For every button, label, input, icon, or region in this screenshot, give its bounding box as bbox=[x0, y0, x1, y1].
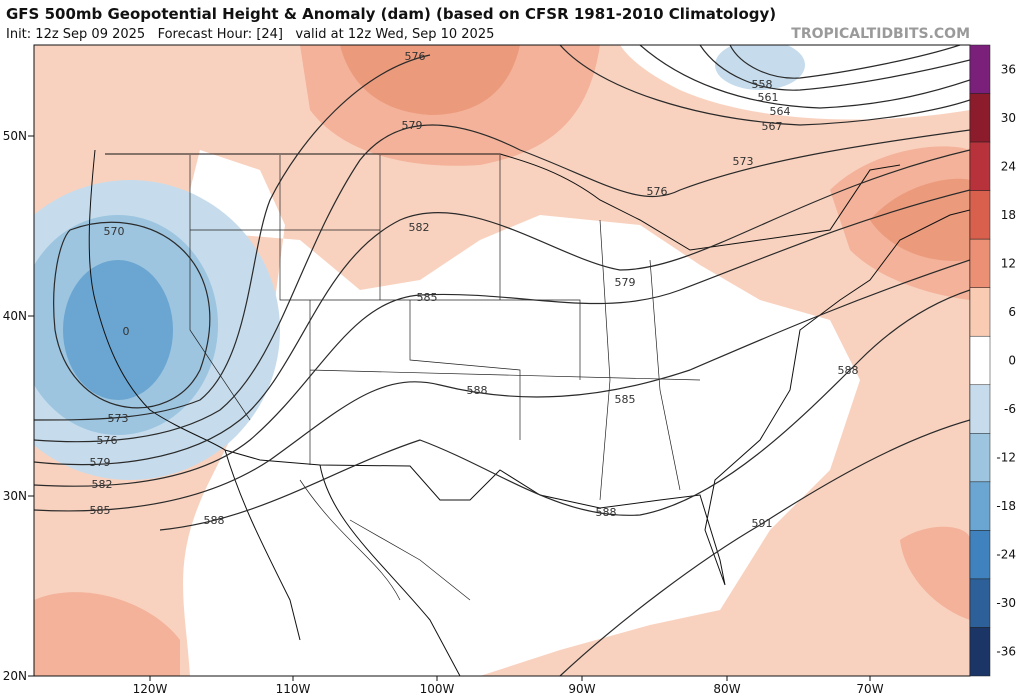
anomaly-area bbox=[870, 178, 970, 261]
colorbar-swatch bbox=[969, 530, 991, 580]
neutral-area bbox=[620, 45, 970, 120]
colorbar-swatch bbox=[969, 141, 991, 191]
contour bbox=[34, 54, 431, 421]
contour-label: 588 bbox=[204, 514, 225, 527]
subtitle: Init: 12z Sep 09 2025 Forecast Hour: [24… bbox=[6, 27, 494, 42]
coastline bbox=[88, 149, 970, 586]
colorbar-label: 0 bbox=[1008, 354, 1016, 368]
contour-label: 567 bbox=[762, 120, 783, 133]
site-name: TROPICALTIDBITS.COM bbox=[791, 26, 970, 42]
colorbar-swatch bbox=[969, 287, 991, 337]
coastline bbox=[224, 449, 461, 676]
contour-label: 585 bbox=[615, 393, 636, 406]
colorbar-swatch bbox=[969, 578, 991, 628]
colorbar-label: 36 bbox=[1001, 62, 1016, 76]
lon-label: 110W bbox=[276, 682, 311, 696]
contour-label: 0 bbox=[123, 325, 130, 338]
colorbar-swatch bbox=[969, 384, 991, 434]
colorbar-swatch bbox=[969, 433, 991, 483]
contour bbox=[729, 45, 961, 79]
colorbar-swatch bbox=[969, 93, 991, 143]
contour bbox=[559, 419, 970, 676]
contour bbox=[559, 45, 970, 126]
colorbar-swatch bbox=[969, 481, 991, 531]
contour bbox=[34, 124, 970, 443]
colorbar-label: 24 bbox=[1001, 159, 1016, 173]
colorbar-label: 30 bbox=[1001, 111, 1016, 125]
anomaly-area bbox=[900, 526, 970, 620]
contour bbox=[159, 289, 970, 531]
anomaly-area bbox=[34, 592, 180, 676]
colorbar-swatch bbox=[969, 44, 991, 94]
lon-label: 90W bbox=[568, 682, 595, 696]
contour-label: 588 bbox=[596, 506, 617, 519]
colorbar-label: -24 bbox=[996, 548, 1016, 562]
contour bbox=[34, 149, 970, 466]
colorbar-swatch bbox=[969, 335, 991, 386]
contour-label: 576 bbox=[97, 434, 118, 447]
contour bbox=[34, 259, 970, 512]
contour bbox=[53, 221, 211, 409]
colorbar-swatch bbox=[969, 238, 991, 288]
anomaly-area bbox=[340, 45, 520, 115]
lon-label: 100W bbox=[420, 682, 455, 696]
contour-label: 579 bbox=[615, 276, 636, 289]
contour-label: 588 bbox=[838, 364, 859, 377]
contour-label: 561 bbox=[758, 91, 779, 104]
lon-label: 120W bbox=[133, 682, 168, 696]
lat-label: 40N bbox=[3, 309, 27, 323]
lat-label: 20N bbox=[3, 669, 27, 683]
border bbox=[105, 153, 901, 251]
contour-label: 579 bbox=[402, 119, 423, 132]
colorbar-label: -18 bbox=[996, 499, 1016, 513]
contour-label: 582 bbox=[409, 221, 430, 234]
contour-label: 570 bbox=[104, 225, 125, 238]
contour-label: 576 bbox=[405, 50, 426, 63]
contour-label: 585 bbox=[90, 504, 111, 517]
contour-label: 573 bbox=[733, 155, 754, 168]
contour-label: 558 bbox=[752, 78, 773, 91]
colorbar-swatch bbox=[969, 627, 991, 677]
lat-label: 30N bbox=[3, 489, 27, 503]
colorbar-label: -30 bbox=[996, 596, 1016, 610]
colorbar-label: 6 bbox=[1008, 305, 1016, 319]
title: GFS 500mb Geopotential Height & Anomaly … bbox=[6, 5, 776, 23]
colorbar-label: -6 bbox=[1004, 402, 1016, 416]
lon-label: 80W bbox=[713, 682, 740, 696]
contour-label: 588 bbox=[467, 384, 488, 397]
contour-label: 576 bbox=[647, 185, 668, 198]
contour-label: 585 bbox=[417, 291, 438, 304]
contour bbox=[699, 45, 970, 91]
contour-label: 573 bbox=[108, 412, 129, 425]
colorbar-label: -36 bbox=[996, 645, 1016, 659]
lat-label: 50N bbox=[3, 129, 27, 143]
contour-label: 564 bbox=[770, 105, 791, 118]
contour-label: 591 bbox=[752, 517, 773, 530]
contour-label: 582 bbox=[92, 478, 113, 491]
colorbar-label: -12 bbox=[996, 451, 1016, 465]
colorbar-label: 12 bbox=[1001, 256, 1016, 270]
country-line bbox=[299, 479, 471, 601]
map bbox=[34, 45, 970, 676]
anomaly-area bbox=[63, 260, 173, 400]
colorbar-swatch bbox=[969, 190, 991, 240]
lon-label: 70W bbox=[856, 682, 883, 696]
contour-label: 579 bbox=[90, 456, 111, 469]
contour bbox=[639, 45, 970, 109]
contour bbox=[34, 189, 970, 487]
colorbar-label: 18 bbox=[1001, 208, 1016, 222]
